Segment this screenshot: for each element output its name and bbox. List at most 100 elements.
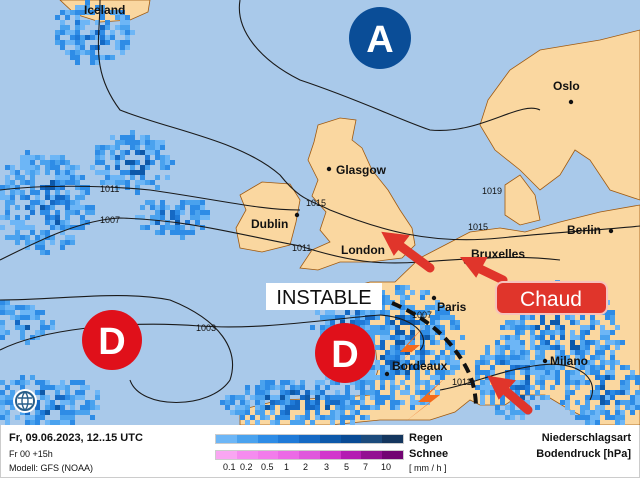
snow-color-scale xyxy=(215,450,404,460)
precip-cell xyxy=(335,315,340,320)
scale-swatch xyxy=(257,435,279,443)
precip-cell xyxy=(305,415,310,420)
precip-cell xyxy=(100,15,105,20)
precip-cell xyxy=(60,10,65,15)
precip-cell xyxy=(95,390,100,395)
precip-cell xyxy=(55,210,60,215)
precip-cell xyxy=(405,390,410,395)
precip-cell xyxy=(530,345,535,350)
precip-cell xyxy=(60,30,65,35)
precip-cell xyxy=(245,390,250,395)
precip-cell xyxy=(70,410,75,415)
precip-cell xyxy=(85,0,90,5)
precip-cell xyxy=(240,410,245,415)
precip-cell xyxy=(100,155,105,160)
precip-cell xyxy=(335,380,340,385)
precip-cell xyxy=(75,225,80,230)
precip-cell xyxy=(315,410,320,415)
precip-cell xyxy=(80,380,85,385)
precip-cell xyxy=(75,390,80,395)
precip-cell xyxy=(290,400,295,405)
precip-cell xyxy=(80,5,85,10)
precip-cell xyxy=(580,315,585,320)
precip-cell xyxy=(40,415,45,420)
arrow-icon xyxy=(459,257,508,285)
precip-cell xyxy=(540,395,545,400)
precip-cell xyxy=(325,315,330,320)
precip-cell xyxy=(425,305,430,310)
precip-cell xyxy=(405,320,410,325)
precip-cell xyxy=(510,345,515,350)
precip-cell xyxy=(615,420,620,425)
precip-cell xyxy=(540,320,545,325)
precip-cell xyxy=(540,360,545,365)
precip-cell xyxy=(440,370,445,375)
precip-cell xyxy=(605,310,610,315)
precip-cell xyxy=(600,325,605,330)
precip-cell xyxy=(575,385,580,390)
precip-cell xyxy=(55,175,60,180)
precip-cell xyxy=(165,225,170,230)
precip-cell xyxy=(60,45,65,50)
precip-cell xyxy=(310,400,315,405)
precip-cell xyxy=(585,345,590,350)
precip-cell xyxy=(445,370,450,375)
precip-cell xyxy=(30,175,35,180)
precip-cell xyxy=(75,380,80,385)
precip-cell xyxy=(100,55,105,60)
precip-cell xyxy=(140,170,145,175)
precip-cell xyxy=(40,310,45,315)
precip-cell xyxy=(390,305,395,310)
precip-cell xyxy=(440,375,445,380)
precip-cell xyxy=(475,385,480,390)
precip-cell xyxy=(45,250,50,255)
precip-cell xyxy=(5,385,10,390)
precip-cell xyxy=(540,345,545,350)
precip-cell xyxy=(520,345,525,350)
precip-cell xyxy=(360,375,365,380)
precip-cell xyxy=(65,400,70,405)
precip-cell xyxy=(600,400,605,405)
precip-cell xyxy=(120,20,125,25)
precip-cell xyxy=(405,315,410,320)
precip-cell xyxy=(550,385,555,390)
precip-cell xyxy=(65,200,70,205)
precip-cell xyxy=(280,395,285,400)
precip-cell xyxy=(60,410,65,415)
precip-cell xyxy=(390,385,395,390)
precip-cell xyxy=(475,360,480,365)
precip-cell xyxy=(40,410,45,415)
precip-cell xyxy=(440,350,445,355)
precip-cell xyxy=(505,355,510,360)
precip-cell xyxy=(0,335,5,340)
precip-cell xyxy=(480,385,485,390)
precip-cell xyxy=(10,190,15,195)
precip-cell xyxy=(420,325,425,330)
precip-cell xyxy=(565,405,570,410)
precip-cell xyxy=(5,185,10,190)
precip-cell xyxy=(575,355,580,360)
precip-cell xyxy=(50,215,55,220)
precip-cell xyxy=(120,135,125,140)
precip-cell xyxy=(510,375,515,380)
precip-cell xyxy=(5,175,10,180)
scale-swatch xyxy=(236,435,258,443)
precip-cell xyxy=(520,315,525,320)
precip-cell xyxy=(605,315,610,320)
precip-cell xyxy=(580,405,585,410)
precip-cell xyxy=(165,160,170,165)
precip-cell xyxy=(330,395,335,400)
precip-cell xyxy=(530,315,535,320)
label-chaud: Chaud xyxy=(495,281,608,315)
precip-cell xyxy=(495,410,500,415)
precip-cell xyxy=(75,55,80,60)
precip-cell xyxy=(90,30,95,35)
precip-cell xyxy=(125,15,130,20)
svg-text:INSTABLE: INSTABLE xyxy=(276,287,371,309)
precip-cell xyxy=(35,155,40,160)
precip-cell xyxy=(480,395,485,400)
precip-cell xyxy=(60,230,65,235)
precip-cell xyxy=(550,345,555,350)
precip-cell xyxy=(260,415,265,420)
precip-cell xyxy=(570,370,575,375)
